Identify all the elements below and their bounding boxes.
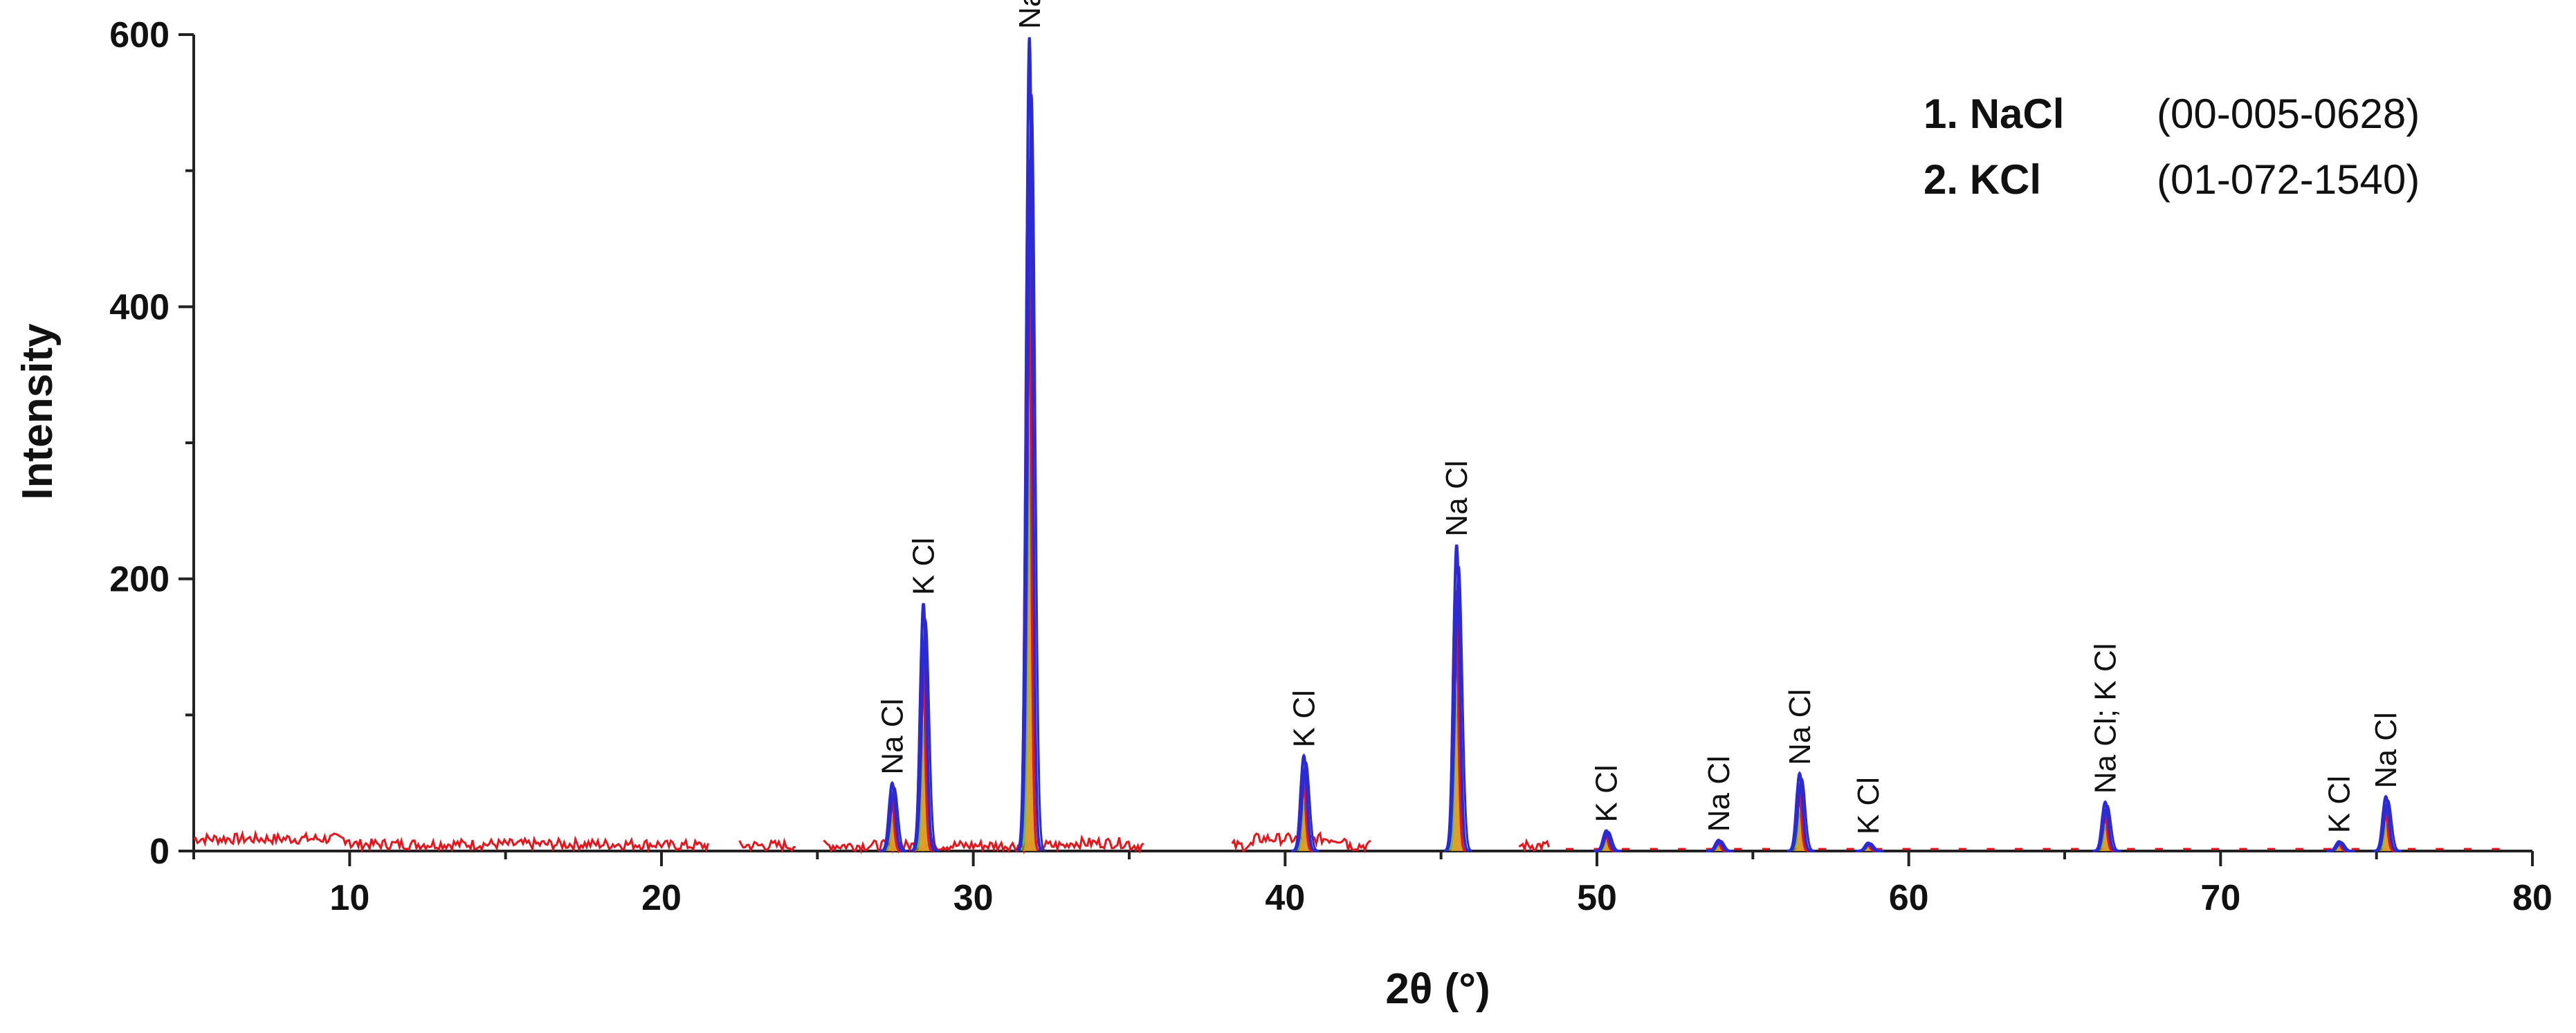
peak-blue-curve-2: [1292, 760, 1319, 852]
peak-label-6: K Cl: [1590, 765, 1624, 822]
peak-orange-fill: [1022, 484, 1038, 851]
peak-orange-fill: [1450, 713, 1465, 851]
peak-label-4: K Cl: [1287, 690, 1321, 747]
peak-blue-curve-2: [880, 786, 908, 852]
peak-4: [1290, 753, 1319, 852]
axes: [179, 33, 2534, 866]
peak-blue-curve-2: [1445, 566, 1472, 852]
peak-blue-curve-2: [1788, 777, 1816, 852]
peak-label-7: Na Cl: [1702, 756, 1736, 832]
peak-label-12: Na Cl: [2369, 712, 2403, 788]
peak-blue-curve-2: [1017, 94, 1046, 852]
peak-label-10: Na Cl; K Cl: [2089, 643, 2123, 794]
peak-blue-curve: [1290, 753, 1317, 852]
peak-blue-curve: [1443, 545, 1470, 852]
background-noise: [193, 829, 2500, 855]
peaks-layer: [879, 37, 2402, 852]
x-tick-label: 80: [2512, 878, 2552, 918]
peak-label-9: K Cl: [1852, 777, 1885, 834]
peak-10: [2092, 800, 2121, 852]
legend-item-2-label: 2. KCl: [1924, 156, 2041, 203]
noise-trace: [738, 837, 796, 854]
legend-item-1-label: 1. NaCl: [1924, 91, 2064, 137]
peak-5: [1443, 545, 1472, 852]
x-tick-label: 50: [1577, 878, 1617, 918]
peak-1: [879, 780, 908, 852]
y-axis-title: Intensity: [14, 323, 62, 500]
peak-blue-curve-2: [2327, 841, 2355, 852]
legend: 1. NaCl (00-005-0628) 2. KCl (01-072-154…: [1924, 91, 2420, 203]
x-axis-title: 2θ (°): [1385, 965, 1490, 1013]
peak-labels: Na Cl K Cl Na Cl K Cl Na Cl K Cl Na Cl Na Cl K C…: [875, 0, 2403, 834]
peak-6: [1593, 829, 1622, 852]
peak-blue-curve-2: [2093, 804, 2121, 852]
peak-blue-curve-2: [1594, 831, 1622, 852]
peak-orange-fill: [916, 739, 931, 851]
peak-orange-fill: [1861, 847, 1876, 851]
peak-orange-fill: [2332, 846, 2347, 851]
peak-12: [2373, 794, 2402, 852]
peak-blue-curve: [879, 780, 905, 852]
peak-label-1: Na Cl: [875, 699, 909, 775]
tick-labels: 10 20 30 40 50 60 70 80 0 200 400 600: [109, 15, 2552, 918]
peak-blue-curve: [911, 603, 936, 852]
peak-blue-curve-2: [2374, 798, 2402, 852]
peak-7: [1706, 839, 1735, 852]
noise-trace: [193, 829, 710, 854]
peak-label-8: Na Cl: [1783, 689, 1817, 765]
peak-blue-curve: [1016, 37, 1043, 852]
x-tick-label: 70: [2200, 878, 2240, 918]
legend-item-2-code: (01-072-1540): [2157, 156, 2420, 203]
peak-label-5: Na Cl: [1440, 460, 1474, 536]
peak-label-11: K Cl: [2323, 776, 2357, 833]
peak-orange-fill: [885, 820, 900, 851]
y-tick-label: 0: [149, 832, 170, 872]
x-tick-label: 60: [1889, 878, 1929, 918]
peak-blue-curve-2: [1707, 839, 1735, 852]
peak-11: [2326, 840, 2355, 852]
x-tick-label: 10: [329, 878, 369, 918]
peak-3: [1016, 37, 1046, 852]
peak-9: [1856, 841, 1884, 852]
peak-orange-fill: [1711, 845, 1727, 851]
peak-orange-fill: [2379, 826, 2394, 851]
peak-orange-fill: [1599, 841, 1614, 851]
peak-label-2: K Cl: [907, 538, 941, 595]
x-tick-label: 40: [1265, 878, 1305, 918]
peak-orange-fill: [2098, 829, 2113, 851]
peak-orange-fill: [1793, 816, 1808, 851]
peak-orange-fill: [1297, 808, 1312, 851]
peak-blue-curve: [1787, 771, 1813, 852]
peak-8: [1787, 771, 1816, 852]
peak-label-3: Na Cl: [1013, 0, 1047, 29]
legend-item-1-code: (00-005-0628): [2157, 91, 2420, 137]
noise-trace: [1518, 838, 1551, 854]
peak-blue-curve-2: [1856, 842, 1884, 852]
noise-trace: [823, 834, 1144, 855]
peak-2: [911, 603, 940, 852]
y-tick-label: 600: [109, 15, 170, 55]
x-tick-label: 20: [641, 878, 682, 918]
y-tick-label: 400: [109, 287, 170, 327]
peak-blue-curve-2: [911, 616, 940, 852]
y-tick-label: 200: [109, 560, 170, 600]
x-tick-label: 30: [953, 878, 994, 918]
